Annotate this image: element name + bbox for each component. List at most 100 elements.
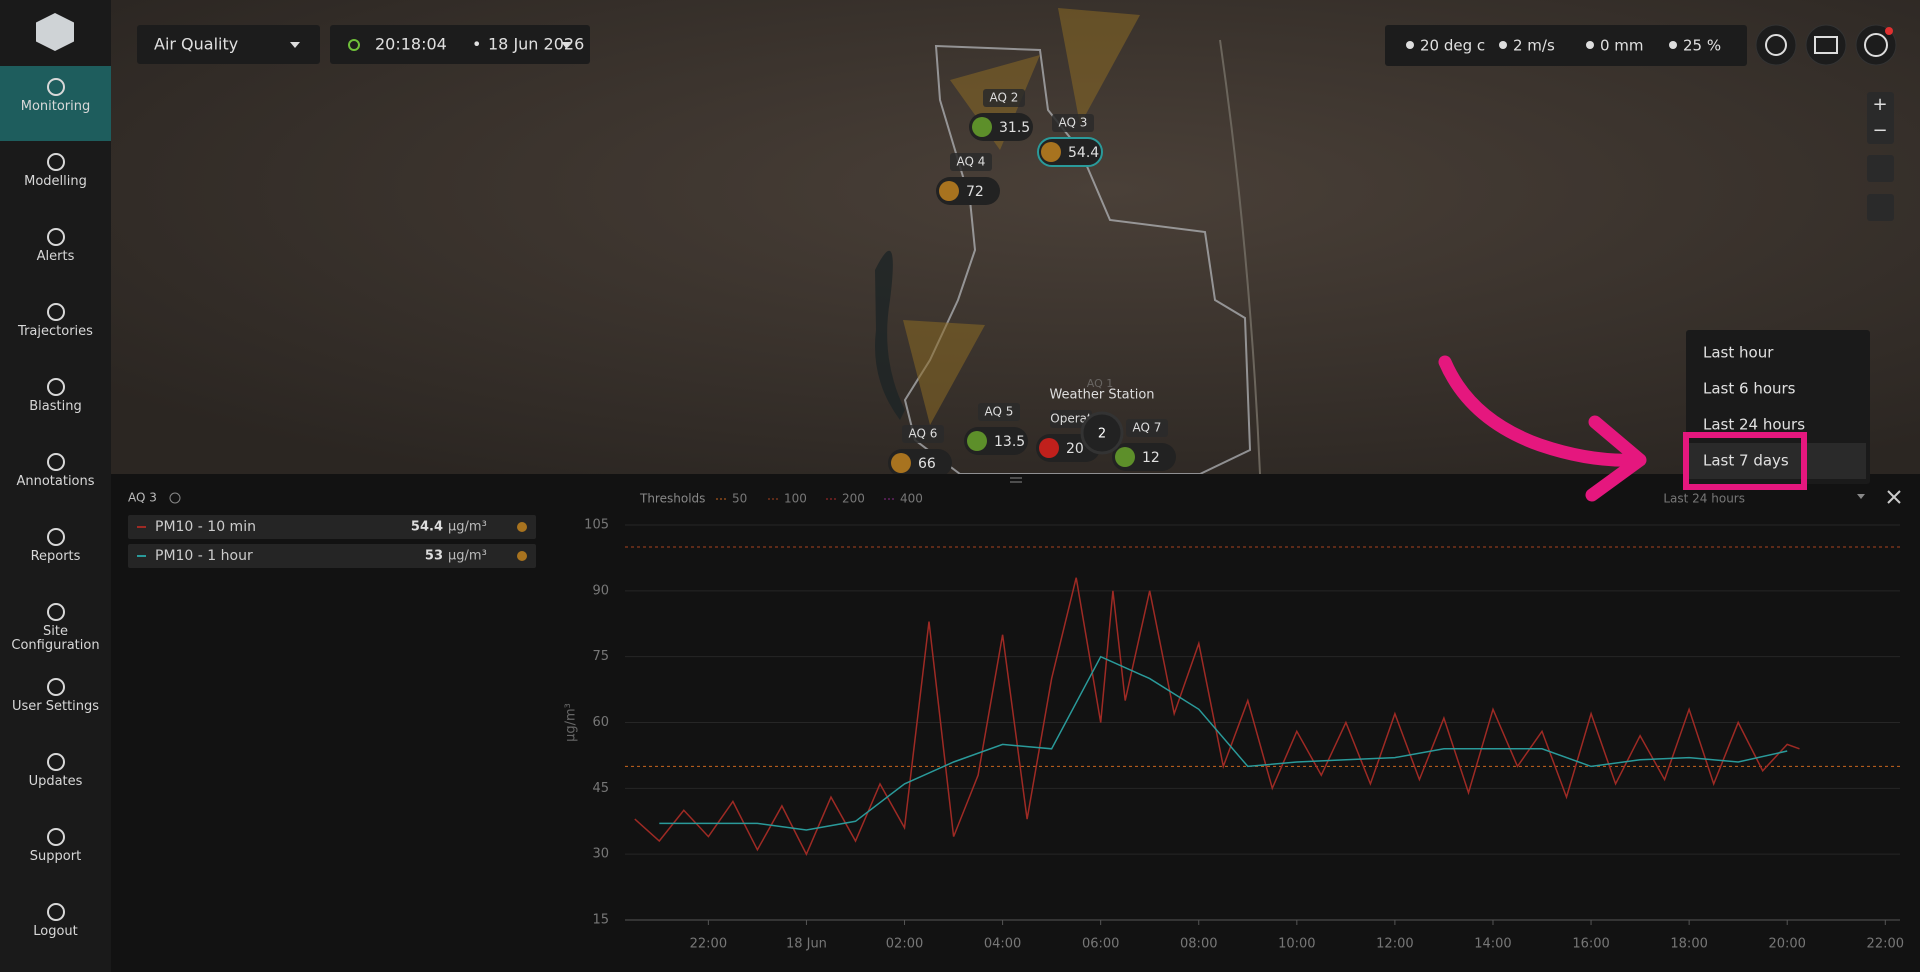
nav-item[interactable]: Monitoring — [0, 66, 111, 141]
marker-status — [939, 181, 959, 201]
marker-label: AQ 2 — [990, 91, 1019, 105]
arrow — [1438, 355, 1642, 467]
legend-dot — [517, 551, 527, 561]
nav-icon — [46, 78, 65, 96]
separator: • — [472, 35, 481, 54]
time: 20:18:04 — [375, 35, 447, 54]
marker-label-bg — [1052, 114, 1094, 132]
nav-item[interactable]: Site Configuration — [0, 591, 111, 666]
nav-item[interactable]: Modelling — [0, 141, 111, 216]
sidebar: Monitoring Modelling Alerts Trajectories Bla… — [0, 0, 111, 972]
thresholds: Thresholds 50 100 200 400 — [639, 492, 923, 506]
nav-item[interactable]: Blasting — [0, 366, 111, 441]
thresholds-toggle[interactable]: Thresholds — [639, 492, 705, 506]
weather-bar — [1385, 25, 1747, 66]
x-tick-label: 02:00 — [886, 937, 923, 952]
marker-status — [972, 117, 992, 137]
marker-label-bg — [1050, 410, 1092, 428]
dropdown-option[interactable]: Last 7 days — [1703, 452, 1789, 470]
legend-row[interactable] — [128, 515, 536, 539]
alert-button[interactable] — [1855, 24, 1897, 66]
marker-status — [891, 453, 911, 473]
nav-item[interactable]: Logout — [0, 891, 111, 966]
legend-row[interactable] — [128, 544, 536, 568]
cluster[interactable] — [1080, 411, 1124, 455]
grid-button[interactable] — [1805, 24, 1847, 66]
y-tick-label: 60 — [592, 715, 609, 730]
option-highlight — [1686, 443, 1866, 479]
marker-value: 20 — [1066, 441, 1084, 457]
nav-item[interactable]: Support — [0, 816, 111, 891]
nav-label: Reports — [30, 549, 81, 564]
nav-label: Annotations — [16, 474, 95, 489]
x-tick-label: 18:00 — [1670, 937, 1707, 952]
swap-button[interactable] — [1755, 24, 1797, 66]
y-tick-label: 105 — [584, 518, 609, 533]
x-tick-label: 08:00 — [1180, 937, 1217, 952]
nav-item[interactable]: Alerts — [0, 216, 111, 291]
y-tick-label: 75 — [592, 649, 609, 664]
series-line — [659, 655, 1788, 831]
wind-sector — [903, 320, 985, 425]
logo[interactable] — [36, 13, 74, 51]
time-select[interactable] — [330, 25, 590, 64]
map-label: Weather Station — [1049, 388, 1154, 403]
site-icon — [169, 492, 181, 504]
y-tick-label: 45 — [592, 781, 609, 796]
zoom-in[interactable]: + — [1872, 94, 1887, 115]
close-button[interactable] — [1887, 490, 1901, 504]
weather-icon — [1586, 41, 1594, 49]
marker-label: AQ 4 — [957, 155, 986, 169]
weather-value: 20 deg c — [1420, 37, 1485, 55]
layers-button[interactable] — [1867, 155, 1894, 182]
location-button[interactable] — [1867, 194, 1894, 221]
weather-icon — [1499, 41, 1507, 49]
nav-item[interactable]: Updates — [0, 741, 111, 816]
nav-icon — [46, 228, 65, 246]
marker-value: 13.5 — [994, 434, 1025, 450]
legend-value: 53 — [425, 549, 443, 564]
series-line — [634, 577, 1800, 856]
x-tick-label: 12:00 — [1376, 937, 1413, 952]
nav-icon — [46, 303, 65, 321]
nav-item[interactable]: User Settings — [0, 666, 111, 741]
nav-item[interactable]: Annotations — [0, 441, 111, 516]
legend: PM10 - 10 min 54.4 µg/m³ PM10 - 1 hour 53 µg/… — [128, 515, 536, 568]
marker-value: 72 — [966, 184, 984, 200]
wind-sector — [1058, 8, 1140, 125]
caret — [561, 42, 571, 48]
chart: 15 30 45 60 75 90 105 22:00 18 Jun 02:00 04:00 06:0… — [564, 518, 1905, 952]
nav-label: Support — [29, 849, 82, 864]
marker-label: AQ 6 — [909, 427, 938, 441]
legend-name: PM10 - 1 hour — [155, 548, 253, 564]
zoom-out[interactable]: − — [1872, 120, 1887, 141]
nav-item[interactable]: Trajectories — [0, 291, 111, 366]
marker-status — [1115, 447, 1135, 467]
nav-label: User Settings — [11, 699, 100, 714]
nav-label: Blasting — [29, 399, 82, 414]
road — [1219, 39, 1261, 475]
nav-label: Updates — [28, 774, 83, 789]
site-name: AQ 3 — [128, 491, 157, 505]
caret — [290, 42, 300, 48]
legend-name: PM10 - 10 min — [155, 519, 256, 535]
marker-value: 31.5 — [999, 120, 1030, 136]
dropdown-option[interactable]: Last hour — [1703, 344, 1774, 362]
layer-select[interactable] — [137, 25, 320, 64]
marker-label: Operat — [1050, 412, 1092, 426]
nav-icon — [46, 453, 65, 471]
legend-unit: µg/m³ — [448, 549, 487, 564]
nav-item[interactable]: Reports — [0, 516, 111, 591]
threshold-value: 100 — [784, 492, 807, 506]
x-tick-label: 04:00 — [984, 937, 1021, 952]
icon — [1814, 36, 1838, 54]
zoom-control[interactable] — [1867, 92, 1894, 144]
legend-dot — [517, 522, 527, 532]
dropdown-option[interactable]: Last 6 hours — [1703, 380, 1796, 398]
y-tick-label: 30 — [592, 847, 609, 862]
dropdown-option[interactable]: Last 24 hours — [1703, 416, 1805, 434]
range-select[interactable]: Last 24 hours — [1663, 492, 1745, 506]
x-tick-label: 20:00 — [1768, 937, 1805, 952]
legend-unit: µg/m³ — [448, 520, 487, 535]
alert-dot — [1885, 27, 1893, 35]
